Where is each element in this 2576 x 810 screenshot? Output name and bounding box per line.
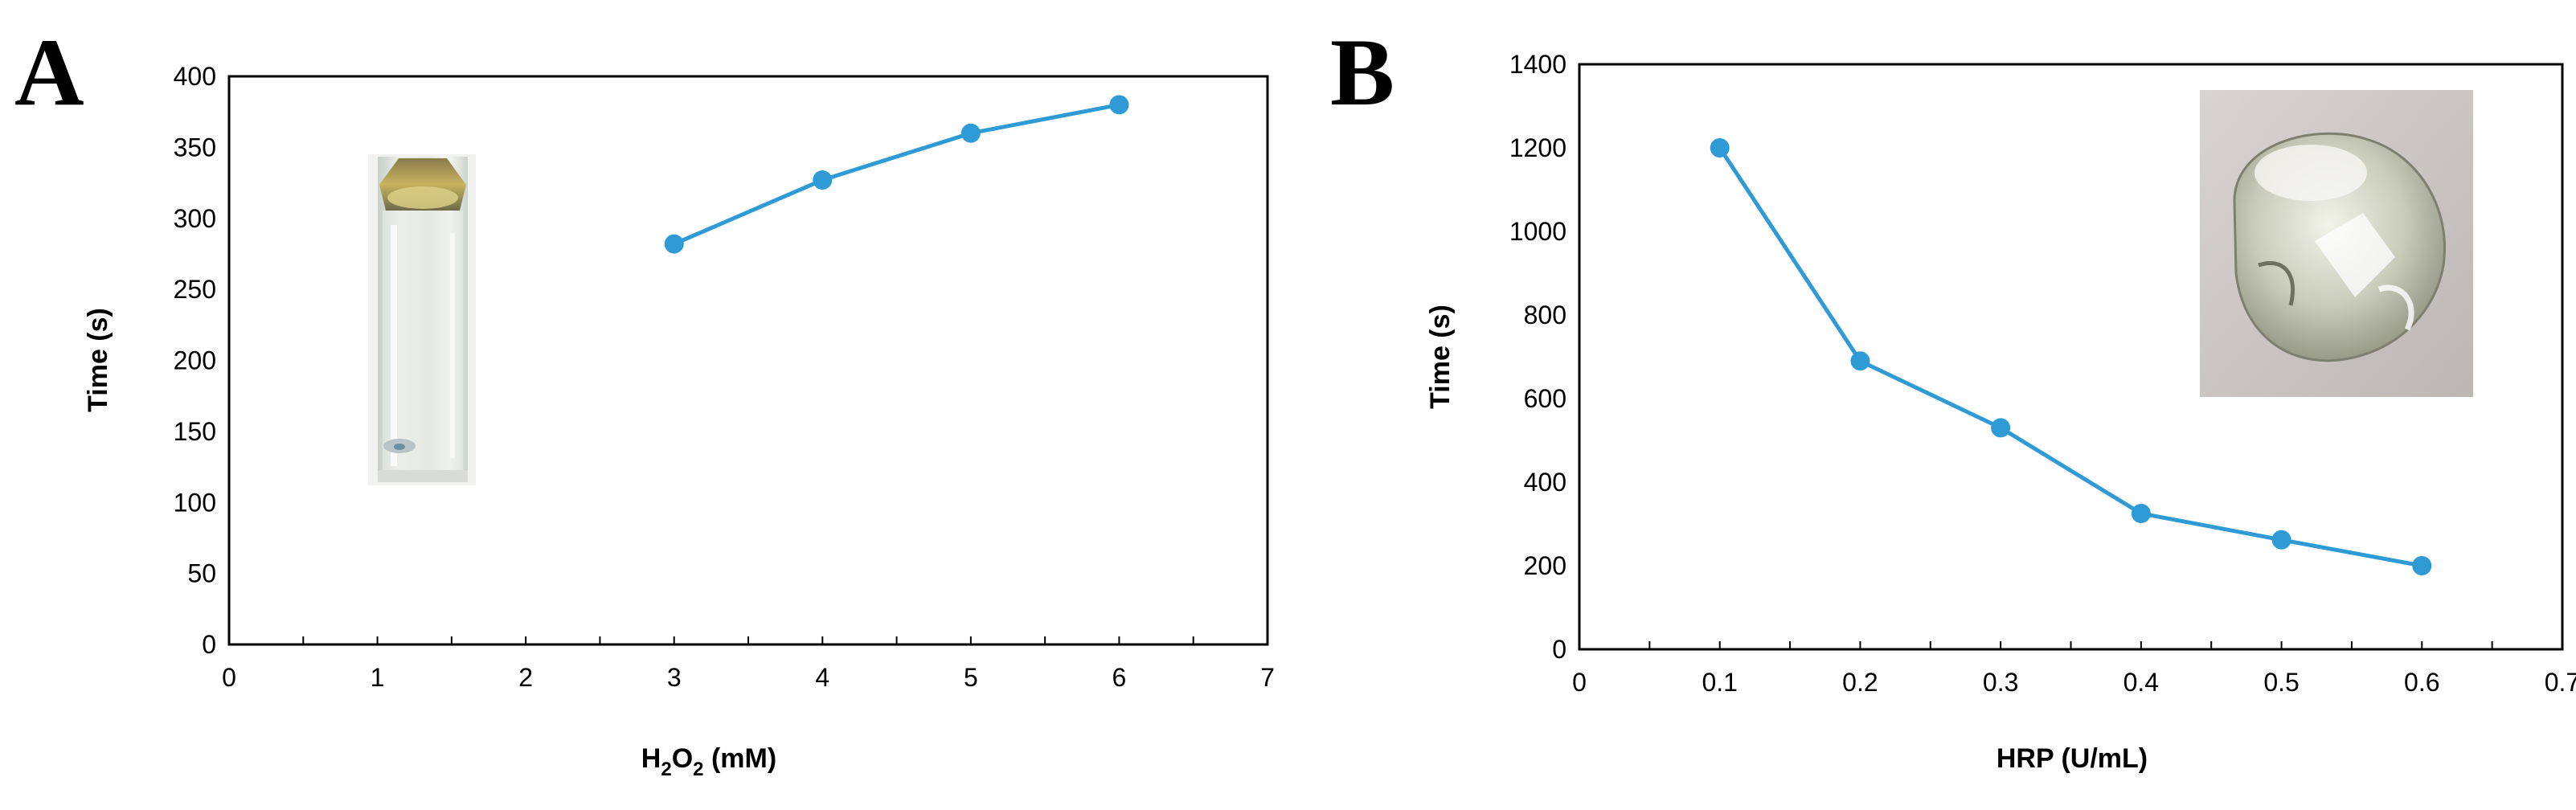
data-point-b — [1991, 418, 2011, 438]
y-tick-label-b: 600 — [1524, 384, 1566, 413]
x-axis-title-a: H2O2 (mM) — [641, 743, 776, 780]
x-tick-label-b: 0.3 — [1983, 668, 2018, 697]
y-tick-label-b: 1200 — [1509, 133, 1566, 162]
x-tick-label-a: 5 — [964, 663, 978, 692]
y-tick-label-b: 800 — [1524, 301, 1566, 329]
chart-panel-a: 0 50 100 150 200 250 300 350 400 0 1 2 3 4 5 6 7 Time (s… — [83, 62, 1275, 780]
y-tick-label-b: 400 — [1524, 468, 1566, 497]
x-tick-label-b: 0.2 — [1842, 668, 1878, 697]
y-tick-label-a: 250 — [174, 275, 216, 304]
data-point-b — [2271, 530, 2291, 550]
y-axis-title-a: Time (s) — [83, 308, 113, 412]
x-tick-label-b: 0.1 — [1702, 668, 1737, 697]
x-tick-label-a: 0 — [222, 663, 236, 692]
series-line-b — [1718, 146, 2422, 568]
data-point-b — [1710, 138, 1730, 158]
y-tick-label-b: 1000 — [1509, 217, 1566, 246]
data-point-b — [2412, 556, 2432, 575]
series-line-a — [673, 102, 1120, 246]
x-tick-label-a: 3 — [667, 663, 682, 692]
cuvette-photo — [368, 154, 476, 485]
panel-letter-b: B — [1330, 18, 1394, 125]
y-tick-label-a: 200 — [174, 346, 216, 375]
y-tick-label-a: 150 — [174, 417, 216, 446]
data-point-a — [960, 123, 981, 143]
data-point-b — [2131, 504, 2151, 523]
y-tick-label-b: 200 — [1524, 551, 1566, 580]
panel-letter-a: A — [14, 18, 84, 125]
x-axis-title-b: HRP (U/mL) — [1997, 743, 2148, 774]
y-tick-label-a: 300 — [174, 204, 216, 233]
data-point-a — [664, 234, 684, 254]
x-tick-label-a: 2 — [518, 663, 533, 692]
x-tick-label-b: 0.4 — [2123, 668, 2159, 697]
y-tick-label-a: 400 — [174, 62, 216, 91]
x-tick-label-a: 1 — [371, 663, 385, 692]
hydrogel-photo — [2200, 90, 2473, 397]
x-tick-label-b: 0.6 — [2404, 668, 2439, 697]
data-point-a — [813, 170, 833, 190]
y-tick-label-b: 0 — [1552, 635, 1566, 664]
y-tick-label-a: 50 — [187, 559, 216, 588]
x-tick-label-b: 0.5 — [2263, 668, 2299, 697]
x-tick-label-a: 6 — [1112, 663, 1127, 692]
y-tick-label-a: 350 — [174, 133, 216, 162]
x-tick-label-a: 4 — [815, 663, 829, 692]
y-tick-label-a: 100 — [174, 488, 216, 517]
y-axis-title-b: Time (s) — [1425, 305, 1456, 409]
x-tick-label-a: 7 — [1260, 663, 1275, 692]
y-tick-label-b: 1400 — [1509, 50, 1566, 79]
x-tick-label-b: 0 — [1572, 668, 1587, 697]
x-tick-label-b: 0.7 — [2545, 668, 2576, 697]
chart-panel-b: 0 200 400 600 800 1000 1200 1400 0 0.1 0.2 0.3 0.4 0.… — [1425, 50, 2576, 774]
data-point-a — [1109, 95, 1129, 115]
y-tick-label-a: 0 — [202, 630, 216, 659]
data-point-b — [1850, 351, 1870, 371]
